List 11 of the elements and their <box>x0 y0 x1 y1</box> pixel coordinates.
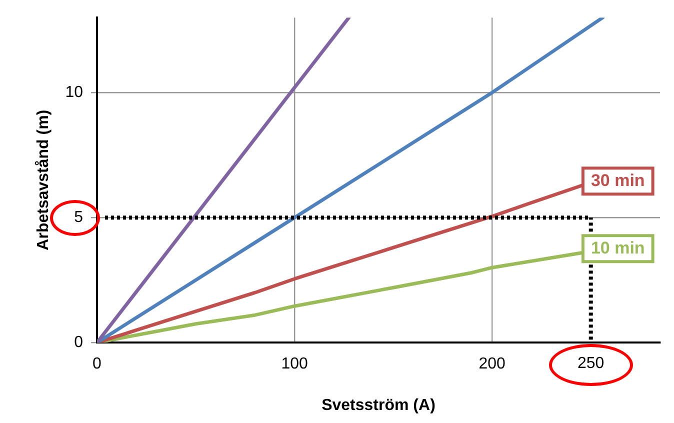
series-label: 10 min <box>590 238 645 258</box>
x-tick-label: 200 <box>478 356 506 373</box>
x-tick-label: 100 <box>281 356 308 373</box>
y-tick-label: 10 <box>65 84 84 102</box>
ref-line-label: 250 <box>578 355 604 372</box>
y-axis-title: Arbetsavstånd (m) <box>34 110 52 250</box>
y-tick-label: 0 <box>74 334 84 352</box>
x-tick-label: 0 <box>92 356 102 373</box>
y-tick-label: 5 <box>74 209 84 226</box>
x-axis-title: Svetsström (A) <box>322 396 436 414</box>
series-label: 30 min <box>590 170 645 190</box>
